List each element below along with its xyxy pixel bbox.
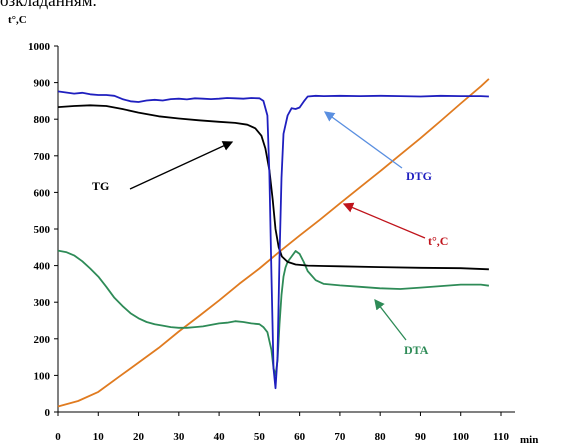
x-tick-label: 10: [93, 431, 105, 443]
dta-arrow: [374, 298, 407, 341]
x-tick-label: 100: [452, 431, 469, 443]
y-axis-label: t°,C: [8, 14, 27, 26]
annotation-tg: TG: [92, 179, 109, 193]
x-tick-label: 70: [334, 431, 346, 443]
x-tick-label: 50: [254, 431, 266, 443]
annotation-dta: DTA: [404, 343, 429, 357]
annotation-temperature: t°,C: [428, 234, 448, 248]
temperature-arrow: [342, 202, 426, 239]
x-tick-label: 110: [493, 431, 509, 443]
y-tick-label: 0: [45, 407, 51, 419]
y-tick-label: 100: [34, 370, 51, 382]
tg-series-line: [57, 104, 489, 271]
y-tick-label: 400: [34, 261, 51, 273]
y-tick-label: 700: [34, 151, 51, 163]
dtg-series-line: [57, 90, 489, 390]
y-tick-label: 200: [34, 334, 51, 346]
x-axis-label: min: [520, 434, 538, 446]
y-tick-label: 900: [34, 78, 51, 90]
annotation-dtg: DTG: [406, 169, 432, 183]
y-tick-label: 600: [34, 187, 51, 199]
x-tick-label: 60: [294, 431, 306, 443]
dta-series-line: [57, 249, 490, 377]
y-tick-label: 500: [34, 224, 51, 236]
y-tick-label: 300: [34, 297, 51, 309]
header-text-fragment: озкладанням.: [0, 0, 97, 10]
x-tick-label: 0: [55, 431, 61, 443]
x-tick-label: 40: [214, 431, 226, 443]
tg-arrow: [129, 141, 234, 190]
x-tick-label: 30: [173, 431, 185, 443]
x-tick-label: 90: [415, 431, 427, 443]
y-tick-label: 800: [34, 114, 51, 126]
x-tick-label: 80: [375, 431, 387, 443]
y-tick-label: 1000: [28, 41, 51, 53]
dtg-arrow: [323, 111, 403, 169]
x-tick-label: 20: [133, 431, 145, 443]
